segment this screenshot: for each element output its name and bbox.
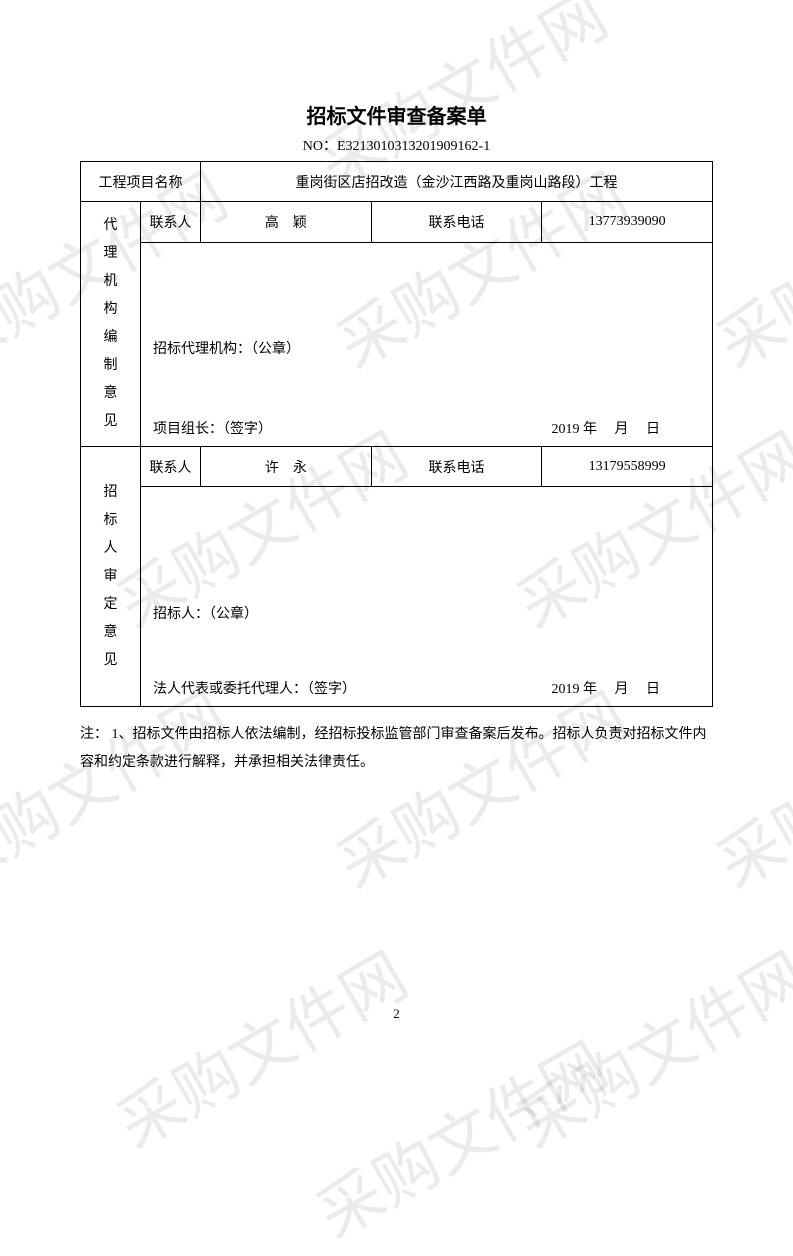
watermark: 采购文件网 [98, 926, 421, 1166]
bidder-signature-row: 法人代表或委托代理人：（签字） 2019 年 月 日 [153, 678, 700, 698]
bidder-contact-label: 联系人 [141, 447, 201, 487]
document-number: NO：E3213010313201909162-1 [80, 135, 713, 155]
bidder-opinion-cell: 招标人：（公章） 法人代表或委托代理人：（签字） 2019 年 月 日 [141, 487, 713, 707]
bidder-vlabel-text: 招标人审定意见 [85, 479, 136, 675]
agency-contact-label: 联系人 [141, 202, 201, 243]
agency-section-label: 代理机构编制意见 [81, 202, 141, 447]
project-name-label: 工程项目名称 [81, 162, 201, 202]
agency-date: 2019 年 月 日 [552, 418, 661, 438]
project-name-value: 重岗街区店招改造（金沙江西路及重岗山路段）工程 [201, 162, 713, 202]
bidder-stamp-label: 招标人：（公章） [153, 603, 700, 623]
footnote: 注： 1、招标文件由招标人依法编制，经招标投标监管部门审查备案后发布。招标人负责… [80, 721, 713, 777]
agency-contact-value: 高 颖 [201, 202, 372, 243]
bidder-date: 2019 年 月 日 [552, 678, 661, 698]
bidder-section-label: 招标人审定意见 [81, 447, 141, 707]
agency-sig-label: 项目组长：（签字） [153, 418, 272, 438]
bidder-contact-value: 许 永 [201, 447, 372, 487]
page-content: 招标文件审查备案单 NO：E3213010313201909162-1 工程项目… [0, 0, 793, 777]
watermark: 采购文件网 [498, 926, 793, 1166]
page-title: 招标文件审查备案单 [80, 100, 713, 129]
watermark: 采购文件网 [298, 1016, 621, 1256]
agency-stamp-label: 招标代理机构：（公章） [153, 338, 700, 358]
review-form-table: 工程项目名称 重岗街区店招改造（金沙江西路及重岗山路段）工程 代理机构编制意见 … [80, 161, 713, 707]
agency-signature-row: 项目组长：（签字） 2019 年 月 日 [153, 418, 700, 438]
bidder-phone-value: 13179558999 [542, 447, 713, 487]
bidder-sig-label: 法人代表或委托代理人：（签字） [153, 678, 356, 698]
agency-phone-label: 联系电话 [371, 202, 542, 243]
agency-opinion-cell: 招标代理机构：（公章） 项目组长：（签字） 2019 年 月 日 [141, 242, 713, 446]
page-number: 2 [0, 1006, 793, 1022]
agency-vlabel-text: 代理机构编制意见 [85, 212, 136, 436]
agency-phone-value: 13773939090 [542, 202, 713, 243]
bidder-phone-label: 联系电话 [371, 447, 542, 487]
